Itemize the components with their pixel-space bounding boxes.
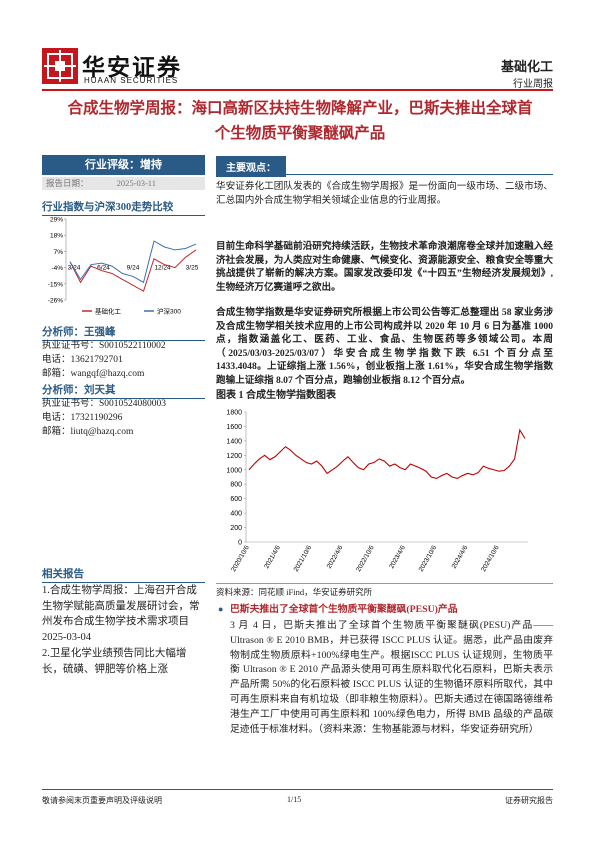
date-label: 报告日期： <box>46 178 89 188</box>
series-line <box>69 249 197 292</box>
sector: 基础化工 <box>500 59 553 74</box>
x-tick-label: 12/24 <box>154 265 171 272</box>
related-heading: 相关报告 <box>42 566 205 583</box>
analyst-heading: 分析师：刘天其 <box>42 382 205 399</box>
y-tick-label: -15% <box>48 281 63 288</box>
header-rule <box>42 89 553 91</box>
analyst-email: 邮箱：wangqf@hazq.com <box>42 369 145 379</box>
date: 2025-03-11 <box>116 178 156 188</box>
logo-text: 华安证券 <box>82 55 182 80</box>
figure-title: 图表 1 合成生物学指数图表 <box>216 390 336 401</box>
y-tick-label: 1600 <box>226 424 242 431</box>
analyst-license: 执业证书号：S0010522110002 <box>42 341 166 351</box>
y-tick-label: 600 <box>230 496 242 503</box>
x-tick-label: 2024/10/6 <box>480 544 501 573</box>
page-number: 1/15 <box>287 795 302 804</box>
footer-rule <box>42 789 553 790</box>
x-tick-label: 2022/4/6 <box>326 544 345 570</box>
y-tick-label: 18% <box>50 233 63 240</box>
x-tick-label: 2021/4/6 <box>263 544 282 570</box>
news-title: 巴斯夫推出了全球首个生物质平衡聚醚砜(PESU)产品 <box>230 604 458 615</box>
logo-mark <box>42 48 78 84</box>
report-title: 合成生物学周报：海口高新区扶持生物降解产业，巴斯夫推出全球首个生物质平衡聚醚砜产… <box>67 100 533 142</box>
main-heading-bar: 主要观点： <box>216 156 553 177</box>
x-tick-label: 2021/10/6 <box>293 544 314 573</box>
y-tick-label: 1200 <box>226 453 242 460</box>
related-report: 2.卫星化学业绩预告同比大幅增长，硫磺、钾肥等价格上涨 <box>42 648 187 675</box>
x-tick-label: 2022/10/6 <box>355 544 376 573</box>
legend-label: 基础化工 <box>95 307 122 316</box>
analyst-heading: 分析师：王强峰 <box>42 324 205 341</box>
index-line <box>248 428 526 480</box>
footer-left: 敬请参阅末页重要声明及评级说明 <box>42 796 162 805</box>
footer-right: 证券研究报告 <box>505 796 553 805</box>
y-tick-label: 1800 <box>226 410 242 417</box>
y-tick-label: 1000 <box>226 467 242 474</box>
analyst-email: 邮箱：liutq@hazq.com <box>42 427 134 437</box>
y-tick-label: 29% <box>50 217 63 224</box>
legend-label: 沪深300 <box>157 307 181 316</box>
x-tick-label: 2024/4/6 <box>451 544 470 570</box>
report-type: 行业周报 <box>513 79 553 90</box>
paragraph: 目前生命科学基础前沿研究持续活跃，生物技术革命浪潮席卷全球并加速融入经济社会发展… <box>216 241 553 293</box>
x-tick-label: 9/24 <box>127 265 140 272</box>
analyst-phone: 电话：17321190296 <box>42 413 123 423</box>
paragraph: 合成生物学指数是华安证券研究所根据上市公司公告等汇总整理出 58 家业务涉及合成… <box>216 307 553 386</box>
paragraph: 华安证券化工团队发表的《合成生物学周报》是一份面向一级市场、二级市场、汇总国内外… <box>216 181 553 206</box>
main-heading: 主要观点： <box>216 156 286 177</box>
figure-rule <box>216 583 553 584</box>
perf-chart-title: 行业指数与沪深300走势比较 <box>42 199 205 216</box>
y-tick-label: 1400 <box>226 438 242 445</box>
y-tick-label: 7% <box>54 249 64 256</box>
figure-source: 资料来源：同花顺 iFind，华安证券研究所 <box>216 587 373 597</box>
rating: 行业评级：增持 <box>42 155 205 175</box>
x-tick-label: 6/24 <box>97 265 110 272</box>
x-tick-label: 3/25 <box>186 265 199 272</box>
y-tick-label: -26% <box>48 298 63 305</box>
y-tick-label: 800 <box>230 482 242 489</box>
y-tick-label: -4% <box>51 265 63 272</box>
logo-en: HUAAN SECURITIES <box>84 76 179 85</box>
related-report: 1.合成生物学周报：上海召开合成生物学赋能高质量发展研讨会，常州发布合成生物学技… <box>42 585 200 643</box>
date-bar: 报告日期： 2025-03-11 <box>42 177 205 190</box>
x-tick-label: 2023/4/6 <box>388 544 407 570</box>
news-body: 3 月 4 日，巴斯夫推出了全球首个生物质平衡聚醚砜(PESU)产品——Ultr… <box>230 620 553 735</box>
analyst-phone: 电话：13621792701 <box>42 355 123 365</box>
perf-chart: 29%18%7%-4%-15%-26%3/24 6/24 9/24 12/24 3/25… <box>48 217 199 316</box>
series-line <box>69 240 197 284</box>
y-tick-label: 400 <box>230 511 242 518</box>
x-tick-label: 2023/10/6 <box>418 544 439 573</box>
y-tick-label: 200 <box>230 525 242 532</box>
index-chart: 0 200 400 600 800 1000 1200 1400 1600 1800 2020/10… <box>226 410 528 573</box>
x-tick-label: 2020/10/6 <box>230 544 251 573</box>
y-tick-label: 0 <box>238 540 242 547</box>
analyst-license: 执业证书号：S0010524080003 <box>42 399 167 409</box>
bullet: ● <box>218 604 224 614</box>
